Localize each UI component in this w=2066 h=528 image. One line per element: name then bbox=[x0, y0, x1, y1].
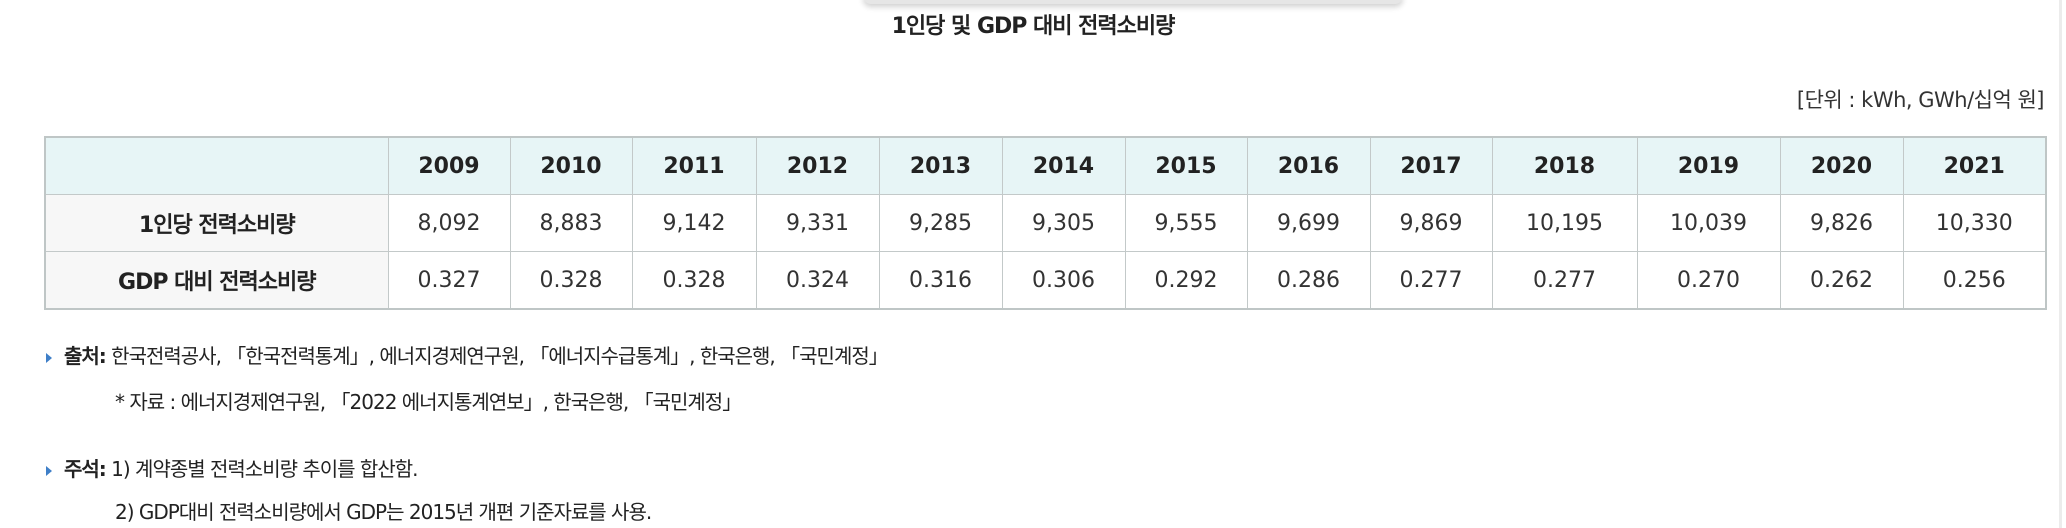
column-header: 2010 bbox=[509, 136, 633, 195]
column-header: 2013 bbox=[878, 136, 1003, 195]
unit-label: [단위 : kWh, GWh/십억 원] bbox=[1796, 88, 2045, 112]
table-cell: 8,092 bbox=[387, 194, 511, 252]
table-cell: 0.327 bbox=[387, 251, 511, 310]
table-header-row: 2009 2010 2011 2012 2013 2014 2015 2016 2017 2018… bbox=[44, 136, 2047, 195]
source-sub: * 자료 : 에너지경제연구원, 「2022 에너지통계연보」, 한국은행, 「… bbox=[115, 390, 742, 414]
remark-note: 주석: 1) 계약종별 전력소비량 추이를 합산함. bbox=[46, 453, 418, 482]
column-header: 2018 bbox=[1491, 136, 1638, 195]
table-cell: 0.328 bbox=[631, 251, 757, 310]
column-header: 2014 bbox=[1001, 136, 1126, 195]
column-header: 2021 bbox=[1902, 136, 2047, 195]
table-cell: 0.306 bbox=[1001, 251, 1126, 310]
table-cell: 9,285 bbox=[878, 194, 1003, 252]
table-cell: 0.256 bbox=[1902, 251, 2047, 310]
column-header: 2011 bbox=[631, 136, 757, 195]
source-label: 출처: bbox=[64, 344, 107, 368]
table-cell: 0.277 bbox=[1491, 251, 1638, 310]
column-header: 2012 bbox=[755, 136, 880, 195]
column-header: 2017 bbox=[1369, 136, 1493, 195]
table-cell: 0.316 bbox=[878, 251, 1003, 310]
table-cell: 9,555 bbox=[1124, 194, 1248, 252]
bullet-icon bbox=[46, 465, 52, 476]
table-row: GDP 대비 전력소비량 0.327 0.328 0.328 0.324 0.316 0.3… bbox=[44, 251, 2047, 310]
bullet-icon bbox=[46, 352, 52, 363]
column-header: 2016 bbox=[1246, 136, 1371, 195]
row-label: GDP 대비 전력소비량 bbox=[44, 251, 389, 310]
table-cell: 9,699 bbox=[1246, 194, 1371, 252]
header-corner bbox=[44, 136, 389, 195]
table-row: 1인당 전력소비량 8,092 8,883 9,142 9,331 9,285 9,305 9… bbox=[44, 194, 2047, 252]
top-tab-shadow bbox=[863, 0, 1403, 4]
source-text: 한국전력공사, 「한국전력통계」, 에너지경제연구원, 「에너지수급통계」, 한… bbox=[105, 344, 889, 368]
table-cell: 0.262 bbox=[1779, 251, 1904, 310]
table-cell: 9,142 bbox=[631, 194, 757, 252]
table-cell: 10,330 bbox=[1902, 194, 2047, 252]
column-header: 2015 bbox=[1124, 136, 1248, 195]
data-table: 2009 2010 2011 2012 2013 2014 2015 2016 2017 2018… bbox=[44, 136, 2047, 310]
table-cell: 9,826 bbox=[1779, 194, 1904, 252]
table-cell: 10,195 bbox=[1491, 194, 1638, 252]
column-header: 2019 bbox=[1636, 136, 1781, 195]
table-cell: 0.277 bbox=[1369, 251, 1493, 310]
table-cell: 9,331 bbox=[755, 194, 880, 252]
table-cell: 10,039 bbox=[1636, 194, 1781, 252]
table-cell: 9,869 bbox=[1369, 194, 1493, 252]
table-cell: 0.328 bbox=[509, 251, 633, 310]
table-cell: 8,883 bbox=[509, 194, 633, 252]
remark-2: 2) GDP대비 전력소비량에서 GDP는 2015년 개편 기준자료를 사용. bbox=[115, 500, 652, 524]
remark-label: 주석: bbox=[64, 457, 107, 481]
table-cell: 0.286 bbox=[1246, 251, 1371, 310]
table-cell: 0.324 bbox=[755, 251, 880, 310]
table-cell: 0.292 bbox=[1124, 251, 1248, 310]
column-header: 2020 bbox=[1779, 136, 1904, 195]
right-edge bbox=[2059, 0, 2062, 528]
column-header: 2009 bbox=[387, 136, 511, 195]
row-label: 1인당 전력소비량 bbox=[44, 194, 389, 252]
source-note: 출처: 한국전력공사, 「한국전력통계」, 에너지경제연구원, 「에너지수급통계… bbox=[46, 340, 889, 369]
remark-1: 1) 계약종별 전력소비량 추이를 합산함. bbox=[105, 457, 418, 481]
table-cell: 0.270 bbox=[1636, 251, 1781, 310]
table-cell: 9,305 bbox=[1001, 194, 1126, 252]
page-title: 1인당 및 GDP 대비 전력소비량 bbox=[891, 14, 1176, 39]
